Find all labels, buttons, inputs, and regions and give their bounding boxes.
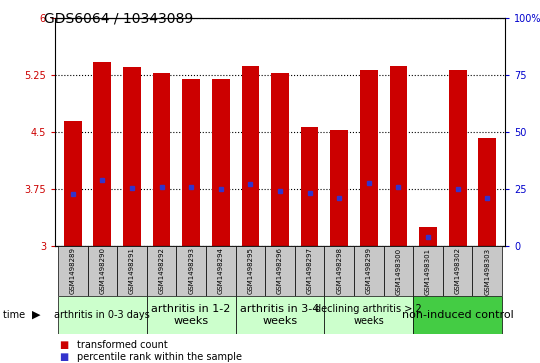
- Bar: [271, 73, 289, 246]
- Bar: [177, 246, 206, 296]
- Text: GSM1498300: GSM1498300: [395, 248, 401, 294]
- Bar: [383, 246, 413, 296]
- Bar: [389, 66, 407, 246]
- Bar: [413, 246, 443, 296]
- Bar: [235, 296, 325, 334]
- Bar: [354, 246, 383, 296]
- Text: GSM1498293: GSM1498293: [188, 248, 194, 294]
- Bar: [443, 246, 472, 296]
- Bar: [147, 246, 177, 296]
- Bar: [360, 70, 377, 246]
- Bar: [117, 246, 147, 296]
- Text: GSM1498294: GSM1498294: [218, 248, 224, 294]
- Text: transformed count: transformed count: [77, 340, 167, 350]
- Text: GSM1498292: GSM1498292: [159, 248, 165, 294]
- Bar: [472, 246, 502, 296]
- Text: arthritis in 1-2
weeks: arthritis in 1-2 weeks: [152, 304, 231, 326]
- Text: GSM1498298: GSM1498298: [336, 248, 342, 294]
- Text: GSM1498296: GSM1498296: [277, 248, 283, 294]
- Text: GDS6064 / 10343089: GDS6064 / 10343089: [44, 12, 193, 26]
- Bar: [206, 246, 235, 296]
- Bar: [183, 79, 200, 246]
- Text: arthritis in 3-4
weeks: arthritis in 3-4 weeks: [240, 304, 320, 326]
- Bar: [449, 70, 467, 246]
- Text: percentile rank within the sample: percentile rank within the sample: [77, 352, 241, 362]
- Text: ■: ■: [60, 352, 73, 362]
- Bar: [58, 296, 147, 334]
- Text: GSM1498299: GSM1498299: [366, 248, 372, 294]
- Bar: [147, 296, 235, 334]
- Bar: [295, 246, 325, 296]
- Bar: [265, 246, 295, 296]
- Bar: [153, 73, 171, 246]
- Text: GSM1498290: GSM1498290: [99, 248, 105, 294]
- Bar: [419, 227, 437, 246]
- Text: arthritis in 0-3 days: arthritis in 0-3 days: [55, 310, 150, 320]
- Text: GSM1498302: GSM1498302: [455, 248, 461, 294]
- Bar: [58, 246, 87, 296]
- Text: ■: ■: [60, 340, 73, 350]
- Bar: [301, 127, 319, 246]
- Text: GSM1498295: GSM1498295: [247, 248, 253, 294]
- Bar: [325, 246, 354, 296]
- Bar: [123, 68, 141, 246]
- Bar: [325, 296, 413, 334]
- Text: declining arthritis > 2
weeks: declining arthritis > 2 weeks: [315, 304, 422, 326]
- Bar: [93, 62, 111, 246]
- Text: non-induced control: non-induced control: [402, 310, 514, 320]
- Bar: [235, 246, 265, 296]
- Text: GSM1498289: GSM1498289: [70, 248, 76, 294]
- Text: GSM1498301: GSM1498301: [425, 248, 431, 294]
- Text: ▶: ▶: [32, 310, 41, 320]
- Text: GSM1498291: GSM1498291: [129, 248, 135, 294]
- Bar: [330, 130, 348, 246]
- Bar: [64, 121, 82, 246]
- Bar: [413, 296, 502, 334]
- Text: GSM1498303: GSM1498303: [484, 248, 490, 294]
- Bar: [212, 79, 230, 246]
- Bar: [241, 66, 259, 246]
- Text: GSM1498297: GSM1498297: [307, 248, 313, 294]
- Text: time: time: [3, 310, 28, 320]
- Bar: [87, 246, 117, 296]
- Bar: [478, 138, 496, 246]
